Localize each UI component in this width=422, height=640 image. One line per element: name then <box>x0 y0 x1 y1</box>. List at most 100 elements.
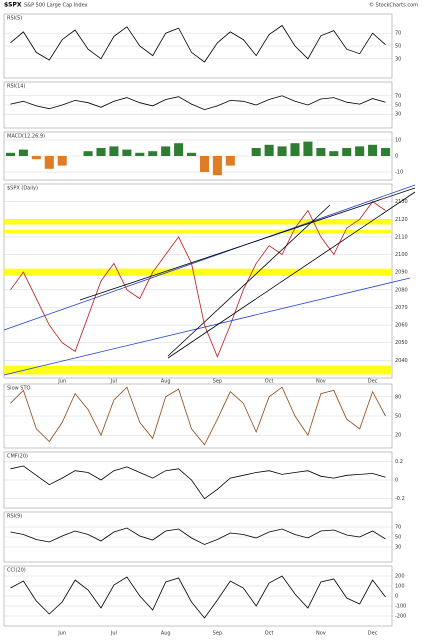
bar <box>174 143 184 156</box>
y-tick-label: 70 <box>395 93 401 99</box>
y-tick-label: 100 <box>395 584 405 590</box>
series-line <box>10 95 386 111</box>
x-tick-label: Oct <box>265 379 274 385</box>
y-tick-label: -100 <box>395 604 406 610</box>
symbol: $SPX <box>4 2 22 9</box>
y-tick-label: 20 <box>395 433 401 439</box>
panel-title: RSI(14) <box>7 84 25 90</box>
bar <box>44 156 54 169</box>
panel-title: RSI(5) <box>7 16 22 22</box>
bar <box>381 148 391 156</box>
series-line <box>10 527 386 545</box>
support-zone <box>4 229 392 234</box>
bar <box>199 156 209 172</box>
credit: © StockCharts.com <box>369 2 418 9</box>
y-tick-label: 70 <box>395 31 401 37</box>
bar <box>57 156 67 166</box>
x-tick-label: Oct <box>265 631 274 637</box>
y-tick-label: 0.2 <box>395 459 403 465</box>
series-line <box>10 465 386 500</box>
y-tick-label: 30 <box>395 56 401 62</box>
x-tick-label: Sep <box>213 631 222 637</box>
x-tick-label: Aug <box>161 379 171 385</box>
x-tick-label: Dec <box>368 379 378 385</box>
y-tick-label: 2080 <box>395 287 408 293</box>
y-tick-label: 50 <box>395 535 401 541</box>
bar <box>355 146 365 156</box>
y-tick-label: 0 <box>395 478 398 484</box>
y-tick-label: -10 <box>395 170 403 176</box>
y-tick-label: 30 <box>395 112 401 118</box>
bar <box>212 156 222 176</box>
bar <box>109 146 119 156</box>
y-tick-label: 0 <box>395 154 398 160</box>
panel-title: RSI(9) <box>7 514 22 520</box>
y-tick-label: 80 <box>395 394 401 400</box>
x-tick-label: Jun <box>57 631 66 637</box>
panel-title: $SPX (Daily) <box>7 186 38 192</box>
x-tick-label: Aug <box>161 631 171 637</box>
series-line <box>10 201 386 358</box>
bar <box>122 149 132 156</box>
x-tick-label: Nov <box>316 379 326 385</box>
panel-title: CMF(20) <box>7 454 28 460</box>
y-tick-label: 10 <box>395 138 401 144</box>
bar <box>5 152 15 156</box>
y-tick-label: 2130 <box>395 199 408 205</box>
y-tick-label: -200 <box>395 614 406 620</box>
y-tick-label: 2060 <box>395 323 408 329</box>
y-tick-label: 2120 <box>395 217 408 223</box>
bar <box>290 143 300 156</box>
y-tick-label: 2110 <box>395 234 408 240</box>
x-tick-label: Nov <box>316 631 326 637</box>
panel-title: CCI(20) <box>7 568 26 574</box>
bar <box>225 156 235 166</box>
bar <box>187 152 197 156</box>
y-tick-label: 2090 <box>395 270 408 276</box>
y-tick-label: 50 <box>395 103 401 109</box>
bar <box>251 148 261 156</box>
bar <box>342 148 352 156</box>
bar <box>303 141 313 156</box>
series-line <box>10 575 386 619</box>
trend-lines <box>3 184 416 376</box>
support-zone <box>4 219 392 225</box>
bar <box>148 151 158 156</box>
x-tick-label: Sep <box>213 379 222 385</box>
support-zone <box>4 268 392 276</box>
x-tick-label: Dec <box>368 631 378 637</box>
panel-title: MACD(12,26,9) <box>7 134 45 140</box>
bar <box>135 152 145 156</box>
bar <box>96 148 106 156</box>
y-tick-label: 30 <box>395 545 401 551</box>
support-zone <box>4 365 392 375</box>
y-tick-label: 50 <box>395 414 401 420</box>
y-tick-label: 50 <box>395 44 401 50</box>
x-tick-label: Jul <box>110 379 117 385</box>
bar <box>83 151 93 156</box>
bar <box>329 151 339 156</box>
bar <box>18 149 28 156</box>
bar <box>316 148 326 156</box>
panel-frame <box>3 183 393 379</box>
x-tick-label: Jun <box>57 379 66 385</box>
panel-title: Slow STO <box>7 386 31 392</box>
y-tick-label: 2040 <box>395 358 408 364</box>
bar <box>31 156 41 160</box>
y-tick-label: 2050 <box>395 340 408 346</box>
bar <box>368 144 378 156</box>
index-name: S&P 500 Large Cap Index <box>24 3 88 9</box>
y-tick-label: 70 <box>395 525 401 531</box>
series-line <box>10 24 386 63</box>
x-tick-label: Jul <box>110 631 117 637</box>
y-tick-label: 2070 <box>395 305 408 311</box>
y-tick-label: 2100 <box>395 252 408 258</box>
y-tick-label: 0 <box>395 594 398 600</box>
bar <box>264 144 274 156</box>
bar <box>161 146 171 156</box>
y-tick-label: -0.2 <box>395 496 405 502</box>
bar <box>277 146 287 156</box>
series-line <box>10 386 386 446</box>
y-tick-label: 200 <box>395 574 405 580</box>
